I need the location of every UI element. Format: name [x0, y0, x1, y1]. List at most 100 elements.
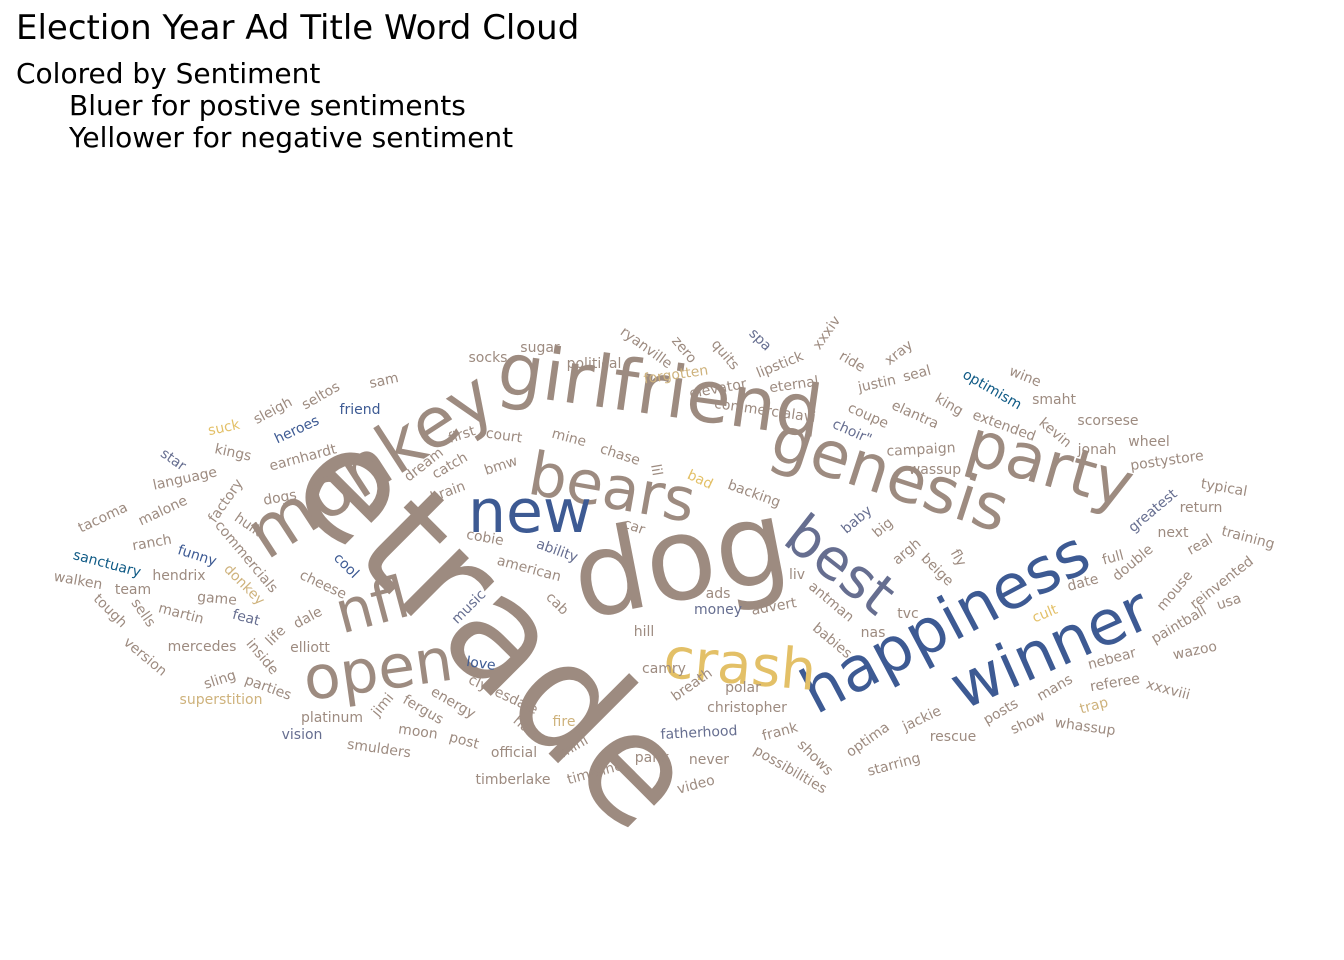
word-smulders: smulders — [346, 737, 412, 762]
word-ride: ride — [836, 348, 868, 375]
word-return: return — [1180, 500, 1223, 516]
word-hill: hill — [634, 624, 655, 640]
subtitle-line-3: Yellower for negative sentiment — [69, 121, 514, 154]
word-xray: xray — [882, 337, 916, 369]
word-eternal: eternal — [768, 374, 819, 397]
word-sells: sells — [128, 596, 159, 631]
word-heroes: heroes — [272, 413, 322, 448]
word-campaign: campaign — [886, 440, 956, 460]
word-polar: polar — [725, 680, 761, 696]
word-bmw: bmw — [482, 453, 519, 479]
word-team: team — [115, 582, 151, 598]
word-love: love — [465, 654, 496, 674]
word-next: next — [1157, 525, 1189, 541]
word-xxxiv: xxxiv — [810, 313, 844, 353]
word-christopher: christopher — [707, 700, 787, 716]
subtitle-line-2: Bluer for postive sentiments — [69, 89, 466, 122]
word-elliott: elliott — [290, 640, 330, 656]
word-fatherhood: fatherhood — [660, 723, 738, 743]
word-camry: camry — [642, 661, 686, 677]
word-version: version — [120, 634, 170, 679]
subtitle-line-1: Colored by Sentiment — [16, 57, 321, 90]
word-post: post — [447, 729, 481, 752]
word-kings: kings — [213, 441, 253, 464]
word-referee: referee — [1089, 671, 1141, 695]
word-nas: nas — [861, 625, 886, 641]
word-frank: frank — [760, 719, 800, 744]
word-socks: socks — [469, 350, 508, 366]
word-wine: wine — [1007, 363, 1043, 390]
word-car: car — [621, 516, 647, 539]
word-never: never — [689, 752, 729, 768]
word-walken: walken — [52, 569, 103, 593]
word-new: new — [468, 477, 592, 547]
word-fire: fire — [553, 714, 576, 730]
word-malone: malone — [136, 493, 190, 530]
word-optima: optima — [843, 719, 892, 760]
word-ranch: ranch — [131, 532, 173, 555]
word-sam: sam — [368, 370, 400, 392]
word-platinum: platinum — [301, 710, 363, 726]
word-friend: friend — [340, 402, 381, 418]
chart-subtitle: Colored by Sentiment Bluer for postive s… — [16, 58, 513, 154]
word-wassup: wassup — [909, 462, 961, 478]
word-smaht: smaht — [1032, 392, 1076, 408]
word-language: language — [151, 464, 218, 493]
word-starring: starring — [866, 750, 923, 780]
word-scorsese: scorsese — [1077, 413, 1138, 429]
word-mercedes: mercedes — [168, 639, 237, 655]
word-advert: advert — [750, 595, 798, 619]
word-seltos: seltos — [299, 379, 343, 413]
word-lil: lil — [647, 463, 665, 477]
word-justin: justin — [856, 372, 898, 396]
word-pahk: pahk — [635, 750, 670, 766]
word-life: life — [263, 623, 289, 649]
word-crash: crash — [661, 626, 819, 704]
word-cobie: cobie — [465, 527, 505, 549]
word-sleigh: sleigh — [251, 394, 295, 428]
word-real: real — [1185, 531, 1216, 558]
word-official: official — [491, 745, 537, 761]
word-xxxviii: xxxviii — [1144, 676, 1191, 703]
word-dogs: dogs — [262, 487, 298, 509]
word-sling: sling — [202, 667, 238, 692]
word-hendrix: hendrix — [152, 568, 205, 584]
word-vision: vision — [282, 727, 323, 743]
word-tacoma: tacoma — [76, 500, 130, 537]
word-rescue: rescue — [930, 729, 977, 745]
chart-title: Election Year Ad Title Word Cloud — [16, 8, 580, 48]
word-date: date — [1066, 571, 1101, 595]
word-fly: fly — [947, 547, 969, 570]
word-ads: ads — [706, 586, 731, 602]
word-full: full — [1101, 547, 1126, 568]
word-moon: moon — [397, 721, 438, 742]
word-liv: liv — [789, 567, 805, 583]
word-dale: dale — [291, 604, 325, 632]
word-argh: argh — [890, 536, 925, 569]
word-money: money — [694, 602, 742, 618]
word-superstition: superstition — [180, 692, 263, 708]
word-seal: seal — [901, 363, 933, 386]
word-typical: typical — [1200, 476, 1249, 500]
word-tvc: tvc — [897, 606, 918, 622]
word-trap: trap — [1078, 695, 1110, 718]
word-big: big — [870, 515, 897, 541]
word-sugar: sugar — [520, 340, 560, 356]
word-political: political — [567, 356, 622, 372]
word-wazoo: wazoo — [1172, 639, 1219, 664]
word-suck: suck — [207, 417, 242, 439]
word-usa: usa — [1215, 591, 1243, 614]
word-wheel: wheel — [1128, 434, 1169, 450]
word-spa: spa — [746, 326, 775, 355]
word-training: training — [1220, 523, 1277, 552]
word-whassup: whassup — [1054, 715, 1117, 739]
word-baby: baby — [839, 503, 876, 538]
word-court: court — [485, 426, 524, 447]
word-game: game — [197, 589, 238, 608]
word-timberlake: timberlake — [476, 772, 551, 788]
word-jonah: jonah — [1077, 442, 1117, 458]
word-mouse: mouse — [1154, 568, 1196, 614]
word-funny: funny — [176, 542, 219, 570]
word-feat: feat — [231, 607, 262, 630]
